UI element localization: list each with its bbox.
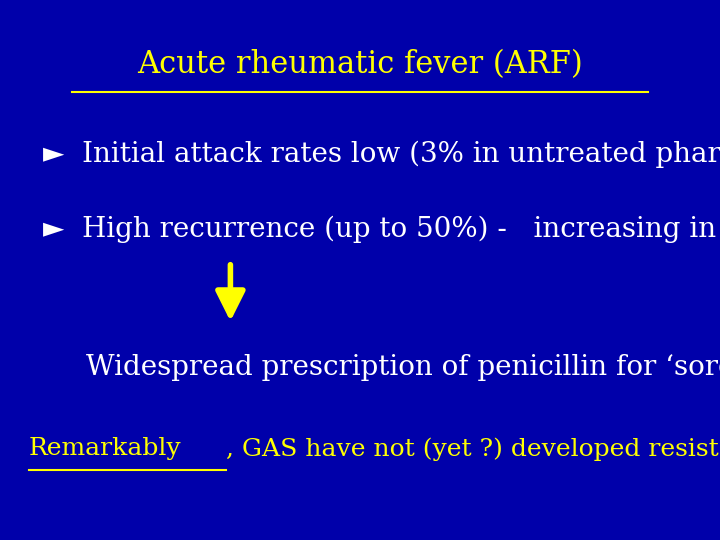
Text: , GAS have not (yet ?) developed resistance to penicillins: , GAS have not (yet ?) developed resista… <box>226 437 720 461</box>
Text: ►  High recurrence (up to 50%) -   increasing in severity: ► High recurrence (up to 50%) - increasi… <box>43 216 720 244</box>
Text: Widespread prescription of penicillin for ‘sore throats’: Widespread prescription of penicillin fo… <box>86 354 720 381</box>
Text: Remarkably: Remarkably <box>29 437 181 461</box>
Text: Acute rheumatic fever (ARF): Acute rheumatic fever (ARF) <box>137 49 583 79</box>
Text: ►  Initial attack rates low (3% in untreated pharyngitis): ► Initial attack rates low (3% in untrea… <box>43 140 720 168</box>
